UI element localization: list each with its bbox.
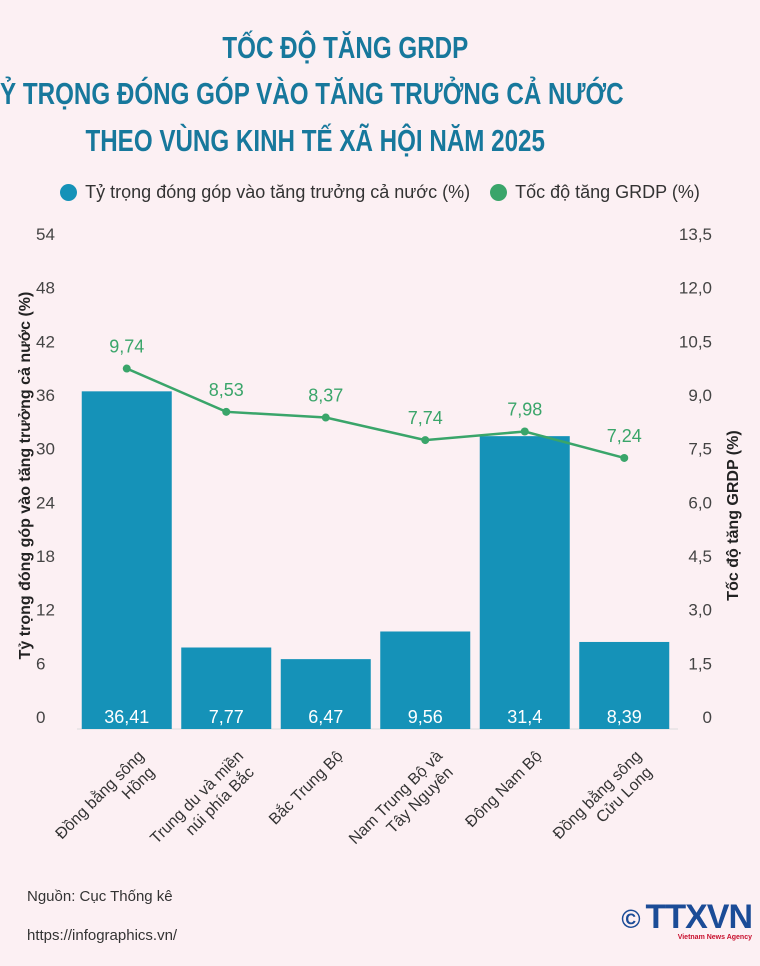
bar-value-label: 7,77 — [209, 707, 244, 727]
source-url[interactable]: https://infographics.vn/ — [27, 927, 178, 944]
y-tick-label: 0 — [36, 708, 45, 727]
legend: Tỷ trọng đóng góp vào tăng trưởng cả nướ… — [0, 182, 760, 203]
y-tick-label: 30 — [36, 440, 55, 459]
line-value-label: 7,98 — [507, 399, 542, 419]
x-tick-label: Đông Nam Bộ — [462, 748, 545, 831]
x-tick-label: Trung du và miềnnúi phía Bắc — [147, 748, 260, 861]
y2-axis-title: Tốc độ tăng GRDP (%) — [725, 430, 742, 600]
bar — [81, 391, 172, 729]
y-tick-label: 42 — [36, 332, 55, 351]
line-value-label: 7,24 — [607, 426, 642, 446]
line-value-label: 8,53 — [209, 380, 244, 400]
bar-value-label: 36,41 — [104, 707, 149, 727]
line-value-label: 8,37 — [308, 386, 343, 406]
line-value-label: 9,74 — [109, 337, 144, 357]
line-point — [222, 407, 231, 416]
bar — [181, 647, 272, 729]
line-value-label: 7,74 — [408, 408, 443, 428]
y-tick-label: 48 — [36, 279, 55, 298]
bar-value-label: 9,56 — [408, 707, 443, 727]
legend-label-bar: Tỷ trọng đóng góp vào tăng trưởng cả nướ… — [85, 182, 471, 202]
ttxvn-logo: © TTXVN Vietnam News Agency — [621, 898, 753, 941]
line-point — [620, 453, 629, 462]
title-line-1: TỐC ĐỘ TĂNG GRDP — [222, 30, 469, 65]
growth-line — [126, 367, 625, 460]
bar — [280, 659, 371, 729]
line-legend-dot-icon — [490, 184, 508, 201]
bar-value-label: 8,39 — [607, 707, 642, 727]
bar-value-label: 6,47 — [308, 707, 343, 727]
line-point — [421, 436, 430, 445]
y2-tick-label: 4,5 — [688, 547, 712, 566]
line-point — [122, 364, 131, 373]
y2-tick-label: 7,5 — [688, 440, 712, 459]
x-tick-label: Bắc Trung Bộ — [265, 746, 347, 828]
y-tick-label: 36 — [36, 386, 55, 405]
title-line-3: THEO VÙNG KINH TẾ XÃ HỘI NĂM 2025 — [85, 123, 545, 158]
bar — [579, 641, 670, 729]
y2-tick-label: 13,5 — [679, 225, 712, 244]
y2-tick-label: 6,0 — [688, 493, 712, 512]
y-tick-label: 12 — [36, 601, 55, 620]
y2-tick-label: 0 — [703, 708, 712, 727]
y2-tick-label: 3,0 — [688, 601, 712, 620]
bar — [479, 436, 570, 729]
x-tick-label: Đồng bằng sôngCửu Long — [549, 746, 659, 856]
x-tick-label: Nam Trung Bộ vàTây Nguyên — [346, 748, 460, 862]
y2-tick-label: 1,5 — [688, 654, 712, 673]
y-tick-label: 18 — [36, 547, 55, 566]
y-tick-label: 24 — [36, 493, 55, 512]
y-axis-title: Tỷ trọng đóng góp vào tăng trưởng cả nướ… — [17, 292, 34, 660]
title-line-2: VÀ TỶ TRỌNG ĐÓNG GÓP VÀO TĂNG TRƯỞNG CẢ … — [0, 76, 624, 111]
legend-item-line: Tốc độ tăng GRDP (%) — [490, 182, 700, 203]
bar-value-label: 31,4 — [507, 707, 542, 727]
legend-label-line: Tốc độ tăng GRDP (%) — [515, 182, 700, 202]
y2-tick-label: 9,0 — [688, 386, 712, 405]
y2-tick-label: 12,0 — [679, 279, 712, 298]
legend-item-bar: Tỷ trọng đóng góp vào tăng trưởng cả nướ… — [60, 182, 470, 203]
bar — [380, 631, 471, 729]
x-tick-label: Đồng bằng sôngHồng — [51, 746, 161, 856]
line-point — [520, 427, 529, 436]
y-tick-label: 54 — [36, 225, 55, 244]
source-note: Nguồn: Cục Thống kê — [27, 888, 173, 905]
y-tick-label: 6 — [36, 654, 45, 673]
line-point — [321, 413, 330, 422]
y2-tick-label: 10,5 — [679, 332, 712, 351]
bar-legend-dot-icon — [60, 184, 78, 201]
